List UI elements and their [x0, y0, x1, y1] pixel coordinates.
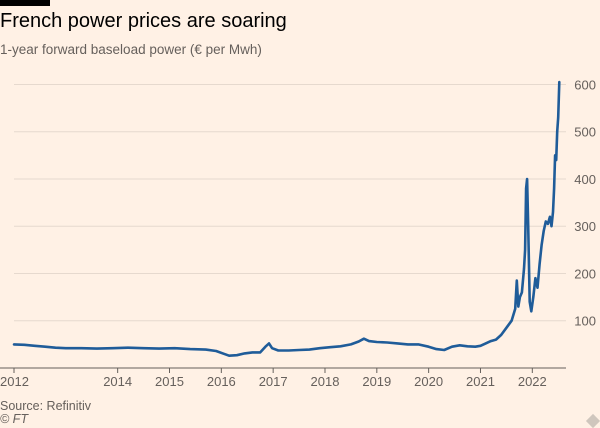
corner-mark	[585, 413, 600, 428]
x-tick-label: 2012	[0, 374, 29, 389]
x-tick-label: 2018	[311, 374, 340, 389]
x-tick-label: 2017	[259, 374, 288, 389]
y-tick-label: 600	[574, 77, 596, 92]
price-series-line	[12, 80, 561, 357]
source-note: Source: Refinitiv	[0, 399, 92, 413]
x-tick-label: 2014	[103, 374, 132, 389]
y-axis-ticks: 100 200 300 400 500 600	[574, 77, 596, 328]
y-tick-label: 400	[574, 172, 596, 187]
top-rule	[0, 0, 50, 6]
ft-credit: © FT	[0, 412, 28, 426]
x-tick-label: 2022	[518, 374, 547, 389]
x-tick-label: 2019	[362, 374, 391, 389]
x-axis-ticks: 2012 2014 2015 2016 2017 2018 2019 2020 2021 2022	[0, 368, 547, 389]
y-tick-label: 200	[574, 266, 596, 281]
y-tick-label: 100	[574, 314, 596, 329]
chart-title: French power prices are soaring	[0, 10, 287, 32]
y-tick-label: 300	[574, 219, 596, 234]
x-tick-label: 2016	[207, 374, 236, 389]
x-tick-label: 2020	[414, 374, 443, 389]
gridlines	[14, 83, 566, 322]
x-tick-label: 2015	[155, 374, 184, 389]
y-tick-label: 500	[574, 125, 596, 140]
x-tick-label: 2021	[466, 374, 495, 389]
chart-subtitle: 1-year forward baseload power (€ per Mwh…	[0, 42, 262, 57]
